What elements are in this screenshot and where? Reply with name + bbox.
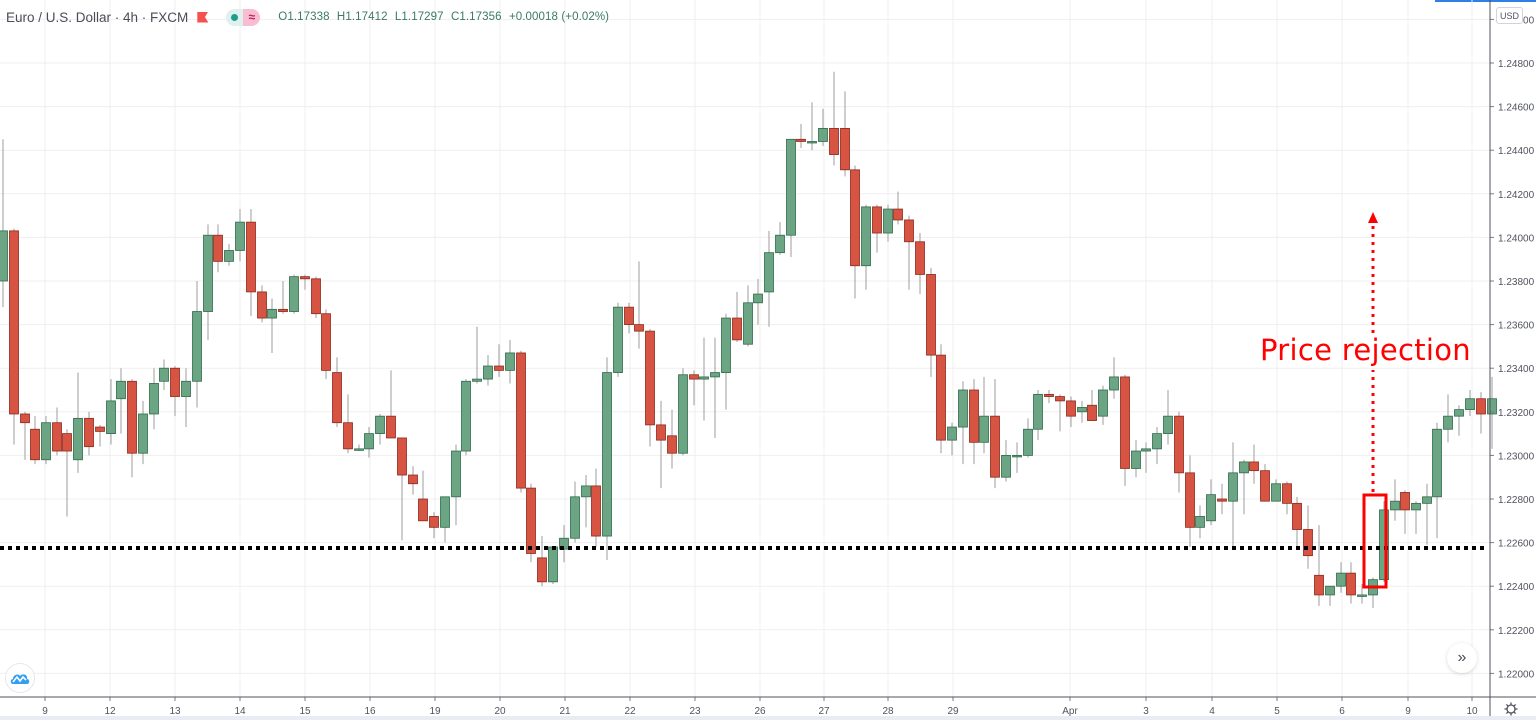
double-chevron-right-icon: » [1457, 649, 1467, 666]
svg-text:13: 13 [169, 706, 181, 717]
indicator-wave-icon: ≈ [243, 8, 261, 26]
svg-text:1.24800: 1.24800 [1498, 59, 1535, 70]
svg-text:9: 9 [1405, 706, 1411, 717]
svg-text:29: 29 [947, 706, 959, 717]
cloud-chart-icon [10, 674, 30, 684]
svg-text:1.22200: 1.22200 [1498, 626, 1535, 637]
svg-text:5: 5 [1274, 706, 1280, 717]
svg-text:1.22800: 1.22800 [1498, 495, 1535, 506]
status-pill[interactable]: ≈ [226, 8, 261, 26]
svg-text:22: 22 [624, 706, 636, 717]
svg-text:1.22400: 1.22400 [1498, 582, 1535, 593]
svg-text:19: 19 [429, 706, 441, 717]
svg-text:1.24400: 1.24400 [1498, 146, 1535, 157]
annotation-layer [0, 212, 1485, 589]
low-value: L1.17297 [394, 11, 444, 23]
svg-text:1.23400: 1.23400 [1498, 364, 1535, 375]
svg-text:10: 10 [1466, 706, 1478, 717]
open-value: O1.17338 [278, 11, 330, 23]
high-value: H1.17412 [336, 11, 388, 23]
candles-layer [0, 71, 1497, 608]
svg-text:1.24600: 1.24600 [1498, 103, 1535, 114]
flag-icon[interactable] [197, 11, 209, 23]
svg-text:28: 28 [882, 706, 894, 717]
svg-text:12: 12 [104, 706, 116, 717]
svg-text:16: 16 [364, 706, 376, 717]
currency-badge[interactable]: USD [1496, 7, 1523, 24]
svg-text:1.23800: 1.23800 [1498, 277, 1535, 288]
svg-text:6: 6 [1339, 706, 1345, 717]
market-open-dot-icon [231, 13, 239, 21]
svg-text:1.24200: 1.24200 [1498, 190, 1535, 201]
svg-text:3: 3 [1143, 706, 1149, 717]
svg-text:21: 21 [559, 706, 571, 717]
price-rejection-label: Price rejection [1260, 333, 1471, 367]
grid-lines [0, 0, 1490, 697]
close-value: C1.17356 [450, 11, 502, 23]
chart-settings-button[interactable] [1503, 701, 1519, 717]
svg-text:Apr: Apr [1062, 706, 1078, 717]
tradingview-logo[interactable] [5, 663, 35, 693]
svg-text:1.22000: 1.22000 [1498, 669, 1535, 680]
svg-text:1.22600: 1.22600 [1498, 539, 1535, 550]
svg-text:1.23000: 1.23000 [1498, 451, 1535, 462]
svg-text:26: 26 [754, 706, 766, 717]
svg-text:1.23200: 1.23200 [1498, 408, 1535, 419]
gear-icon [1504, 702, 1518, 716]
svg-text:20: 20 [494, 706, 506, 717]
scroll-to-realtime-button[interactable]: » [1447, 643, 1477, 673]
symbol-title[interactable]: Euro / U.S. Dollar · 4h · FXCM [6, 9, 189, 25]
ohlc-values: O1.17338 H1.17412 L1.17297 C1.17356 +0.0… [278, 11, 613, 23]
change-value: +0.00018 (+0.02%) [508, 11, 610, 23]
svg-text:1.24000: 1.24000 [1498, 233, 1535, 244]
svg-text:4: 4 [1209, 706, 1215, 717]
symbol-legend[interactable]: Euro / U.S. Dollar · 4h · FXCM ≈ O1.1733… [6, 7, 613, 27]
svg-text:15: 15 [299, 706, 311, 717]
svg-text:14: 14 [234, 706, 246, 717]
top-accent-strip [1435, 0, 1536, 2]
svg-text:1.23600: 1.23600 [1498, 321, 1535, 332]
svg-text:9: 9 [42, 706, 48, 717]
svg-text:27: 27 [818, 706, 830, 717]
svg-text:23: 23 [689, 706, 701, 717]
